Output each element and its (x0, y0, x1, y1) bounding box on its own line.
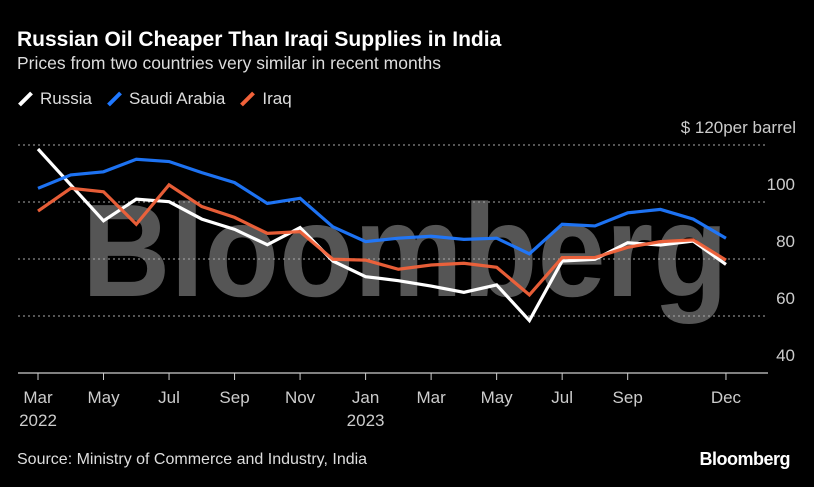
x-tick-label: May (87, 388, 120, 407)
legend-label: Iraq (262, 89, 292, 108)
legend-label: Russia (40, 89, 92, 108)
x-tick-label: May (481, 388, 514, 407)
legend-item-russia: Russia (17, 89, 92, 109)
y-tick-label: 60 (776, 289, 795, 308)
legend-item-iraq: Iraq (239, 89, 292, 109)
legend-item-saudi-arabia: Saudi Arabia (106, 89, 225, 109)
source-note: Source: Ministry of Commerce and Industr… (17, 451, 368, 468)
y-tick-label: 100 (767, 175, 795, 194)
chart-title: Russian Oil Cheaper Than Iraqi Supplies … (17, 28, 502, 51)
legend: Russia Saudi Arabia Iraq (17, 89, 292, 109)
y-tick-label: 80 (776, 232, 795, 251)
x-tick-label: Jul (158, 388, 180, 407)
y-tick-label: $ 120per barrel (681, 118, 796, 137)
series-line-saudi-arabia (37, 157, 727, 256)
x-tick-label: Jul (551, 388, 573, 407)
x-tick-label: Sep (219, 388, 249, 407)
bloomberg-logo: Bloomberg (699, 449, 790, 469)
series-line-iraq (37, 182, 727, 298)
x-tick-year: 2023 (347, 411, 385, 430)
chart-subtitle: Prices from two countries very similar i… (17, 53, 442, 73)
x-tick-label: Nov (285, 388, 316, 407)
x-tick-label: Sep (613, 388, 643, 407)
x-tick-label: Jan (352, 388, 379, 407)
x-tick-year: 2022 (19, 411, 57, 430)
x-tick-label: Mar (416, 388, 446, 407)
x-tick-label: Mar (23, 388, 53, 407)
y-tick-label: 40 (776, 346, 795, 365)
legend-label: Saudi Arabia (128, 89, 226, 108)
watermark: Bloomberg (82, 177, 728, 324)
x-tick-label: Dec (711, 388, 742, 407)
